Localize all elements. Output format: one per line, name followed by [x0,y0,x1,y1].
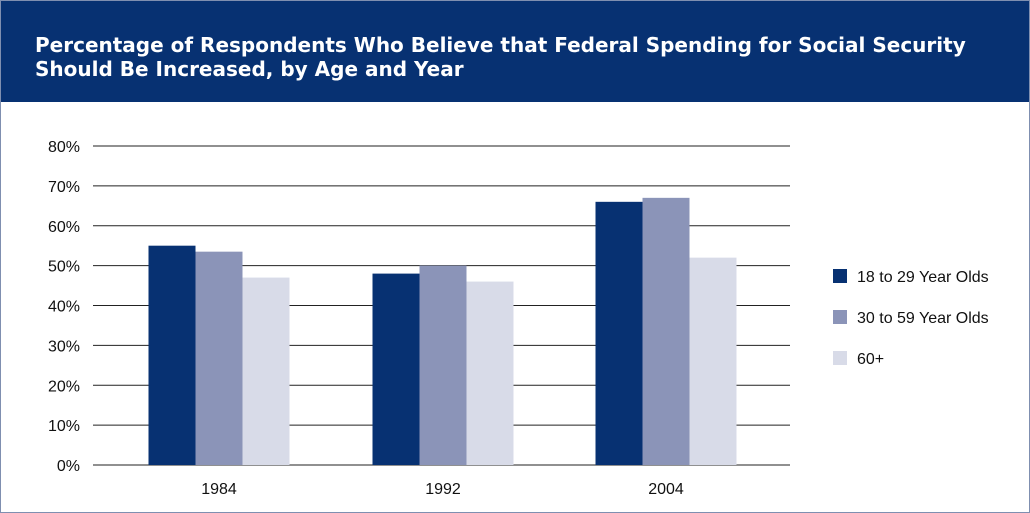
bar [689,257,737,465]
y-tick-label: 0% [57,458,80,475]
bar [242,277,290,465]
chart-header: Percentage of Respondents Who Believe th… [1,1,1029,102]
chart-title: Percentage of Respondents Who Believe th… [35,33,966,81]
y-tick-label: 20% [48,378,80,395]
x-axis: 1984 1992 2004 [201,481,684,498]
y-tick-label: 70% [48,179,80,196]
x-tick-label: 1992 [425,481,461,498]
legend-swatch [833,269,847,283]
bar [148,245,196,465]
y-axis: 0% 10% 20% 30% 40% 50% 60% 70% 80% [48,139,80,475]
x-tick-label: 1984 [201,481,237,498]
y-tick-label: 30% [48,338,80,355]
y-tick-label: 80% [48,139,80,156]
x-tick-label: 2004 [648,481,684,498]
bar [642,197,690,465]
bar [372,273,420,465]
legend-label: 60+ [857,351,884,368]
bar [466,281,514,465]
legend-label: 30 to 59 Year Olds [857,310,989,327]
y-tick-label: 10% [48,418,80,435]
legend-label: 18 to 29 Year Olds [857,269,989,286]
bar [419,265,467,465]
bars [148,197,737,465]
y-tick-label: 60% [48,219,80,236]
legend-swatch [833,310,847,324]
legend-swatch [833,351,847,365]
y-tick-label: 40% [48,299,80,316]
y-tick-label: 50% [48,259,80,276]
legend: 18 to 29 Year Olds 30 to 59 Year Olds 60+ [833,269,989,368]
bar [195,251,243,465]
bar [595,201,643,465]
